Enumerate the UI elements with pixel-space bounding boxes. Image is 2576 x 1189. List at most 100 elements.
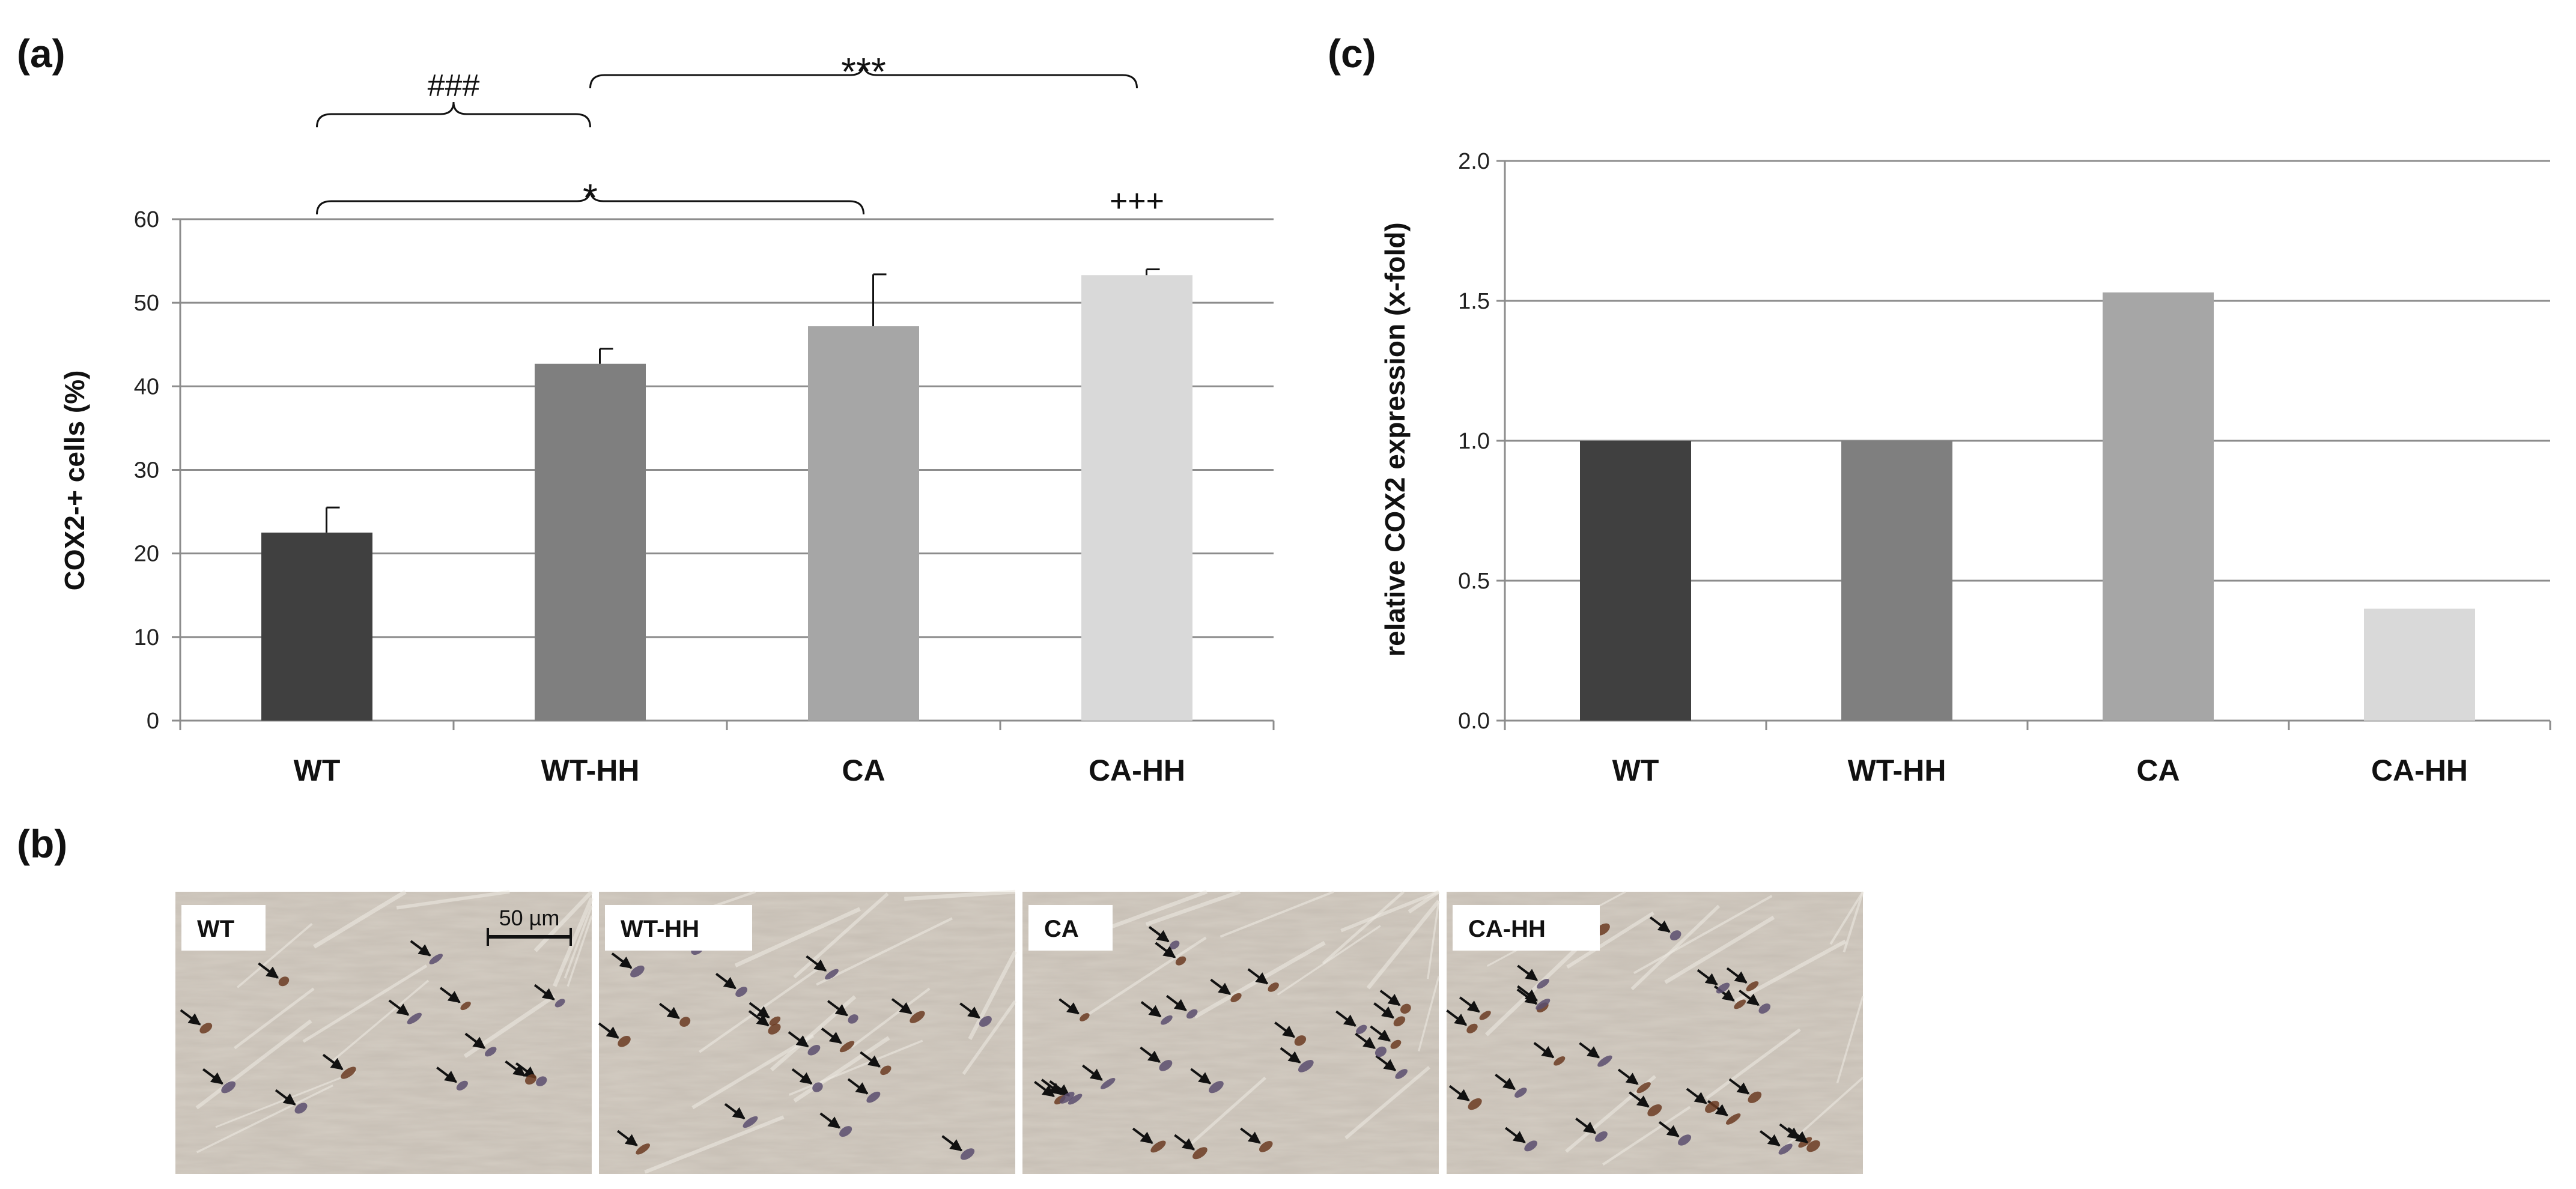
micrograph-fibre bbox=[1408, 890, 1440, 914]
panel-a-y-ticks: 0 10 20 30 40 50 60 bbox=[134, 207, 159, 734]
a-category-ca: CA bbox=[842, 754, 885, 787]
micrograph-nucleus bbox=[1537, 978, 1549, 989]
micrograph-arrow bbox=[827, 1000, 848, 1017]
micrograph-arrow bbox=[1448, 1085, 1470, 1102]
micrograph-fibre bbox=[1277, 925, 1381, 996]
micrograph-fibre bbox=[567, 915, 593, 987]
micrograph-label-wt: WT bbox=[197, 916, 234, 942]
micrograph-arrow bbox=[724, 1103, 746, 1120]
micrograph-arrow bbox=[388, 999, 410, 1016]
micrograph-nucleus bbox=[221, 1081, 236, 1094]
scale-bar-label: 50 µm bbox=[499, 906, 560, 930]
micrograph-arrow bbox=[464, 1032, 486, 1049]
micrograph-nucleus bbox=[1375, 1046, 1387, 1057]
micrograph-fibre bbox=[332, 979, 430, 1062]
a-category-ca-hh: CA-HH bbox=[1089, 754, 1185, 787]
micrograph-fibre bbox=[1836, 996, 1864, 1084]
c-category-wt: WT bbox=[1612, 754, 1659, 787]
micrograph-fibre bbox=[552, 897, 594, 987]
micrograph-arrow bbox=[1247, 968, 1269, 985]
micrograph-arrow bbox=[891, 998, 913, 1015]
micrograph-nucleus bbox=[807, 1045, 821, 1056]
micrograph-fibre bbox=[1418, 976, 1440, 1051]
micrograph-arrow bbox=[748, 1010, 770, 1027]
micrograph-arrow bbox=[611, 952, 633, 969]
micrograph-arrow bbox=[1495, 1074, 1516, 1091]
micrograph-nucleus bbox=[1059, 1092, 1075, 1104]
a-y-tick-label: 30 bbox=[134, 458, 159, 483]
micrograph-nucleus bbox=[294, 1103, 308, 1114]
micrograph-tile-ca-hh: CA-HH bbox=[1446, 891, 1864, 1174]
panel-b: (b) WT 50 µm WT-HH CA CA-HH bbox=[17, 821, 1864, 1174]
micrograph-nucleus bbox=[1268, 982, 1279, 992]
micrograph-arrow bbox=[1166, 994, 1187, 1012]
micrograph-nucleus bbox=[839, 1041, 855, 1053]
annotation-label-wt-hh-ca-hh: *** bbox=[841, 50, 886, 93]
a-category-wt-hh: WT-HH bbox=[541, 754, 640, 787]
micrograph-fibre bbox=[1633, 895, 1773, 975]
c-y-tick-label: 1.0 bbox=[1458, 429, 1490, 454]
c-y-tick-label: 1.5 bbox=[1458, 289, 1490, 314]
micrograph-nucleus bbox=[839, 1126, 852, 1137]
micrograph-nucleus bbox=[1748, 1091, 1762, 1103]
micrograph-arrow bbox=[439, 987, 461, 1003]
c-y-tick-label: 2.0 bbox=[1458, 149, 1490, 174]
micrograph-arrow bbox=[819, 1112, 841, 1129]
micrograph-arrow bbox=[1210, 978, 1232, 996]
micrograph-arrow bbox=[806, 955, 827, 972]
micrograph-arrow bbox=[1274, 1021, 1295, 1038]
a-bar-ca bbox=[808, 326, 919, 721]
micrograph-nucleus bbox=[1294, 1035, 1307, 1046]
a-y-tick-label: 40 bbox=[134, 374, 159, 399]
micrograph-arrow bbox=[1517, 964, 1539, 981]
micrograph-fibre bbox=[236, 923, 313, 988]
c-bar-ca-hh bbox=[2364, 608, 2475, 721]
micrograph-nucleus bbox=[1778, 1143, 1793, 1155]
c-bar-ca bbox=[2103, 292, 2214, 721]
panel-b-label: (b) bbox=[17, 821, 67, 866]
micrograph-nucleus bbox=[1209, 1081, 1224, 1094]
micrograph-arrow bbox=[658, 1002, 680, 1020]
micrograph-nucleus bbox=[960, 1148, 975, 1160]
panel-a-label: (a) bbox=[17, 31, 65, 76]
panel-c-y-axis-label: relative COX2 expression (x-fold) bbox=[1379, 222, 1411, 656]
micrograph-nucleus bbox=[1554, 1056, 1566, 1066]
micrograph-nucleus bbox=[769, 1016, 781, 1026]
micrograph-fibre bbox=[564, 905, 593, 979]
micrograph-nucleus bbox=[1725, 1113, 1741, 1125]
micrograph-arrow bbox=[1787, 1127, 1809, 1144]
panel-c-y-ticks: 0.0 0.5 1.0 1.5 2.0 bbox=[1458, 149, 1490, 734]
micrograph-nucleus bbox=[1746, 981, 1759, 991]
micrograph-fibre bbox=[793, 1036, 890, 1103]
micrograph-label-wt-hh: WT-HH bbox=[621, 916, 699, 942]
micrograph-nucleus bbox=[1230, 993, 1242, 1003]
micrograph-arrow bbox=[791, 1068, 813, 1085]
micrograph-arrow bbox=[1140, 1046, 1161, 1063]
micrograph-fibre bbox=[195, 1019, 312, 1110]
micrograph-fibre bbox=[816, 917, 953, 986]
micrograph-nucleus bbox=[812, 1082, 823, 1092]
micrograph-arrow bbox=[533, 984, 555, 1001]
a-y-tick-label: 10 bbox=[134, 625, 159, 650]
annotation-plus-ca-hh: +++ bbox=[1110, 184, 1164, 219]
micrograph-fibre bbox=[691, 1034, 815, 1110]
micrograph-nucleus bbox=[1636, 1082, 1651, 1094]
micrograph-fibre bbox=[1145, 889, 1241, 927]
micrograph-nucleus bbox=[456, 1080, 468, 1091]
micrograph-arrow bbox=[1533, 1042, 1555, 1059]
micrograph-arrow bbox=[1040, 1079, 1062, 1095]
micrograph-nucleus bbox=[1395, 1069, 1408, 1079]
micrograph-nucleus bbox=[460, 1001, 471, 1011]
micrograph-nucleus bbox=[1647, 1104, 1662, 1117]
micrograph-arrow bbox=[505, 1060, 526, 1077]
micrograph-nucleus bbox=[1390, 1039, 1402, 1049]
annotation-bracket-wt-hh-ca-hh bbox=[589, 62, 1138, 89]
a-y-tick-label: 60 bbox=[134, 207, 159, 232]
micrograph-nucleus bbox=[1514, 1088, 1527, 1098]
micrograph-fibre bbox=[968, 950, 1017, 1040]
micrograph-nucleus bbox=[1356, 1024, 1367, 1034]
micrograph-fibre bbox=[644, 1115, 785, 1174]
a-bar-wt bbox=[261, 532, 372, 721]
micrograph-arrow bbox=[410, 940, 431, 957]
micrograph-fibre bbox=[1566, 911, 1655, 969]
